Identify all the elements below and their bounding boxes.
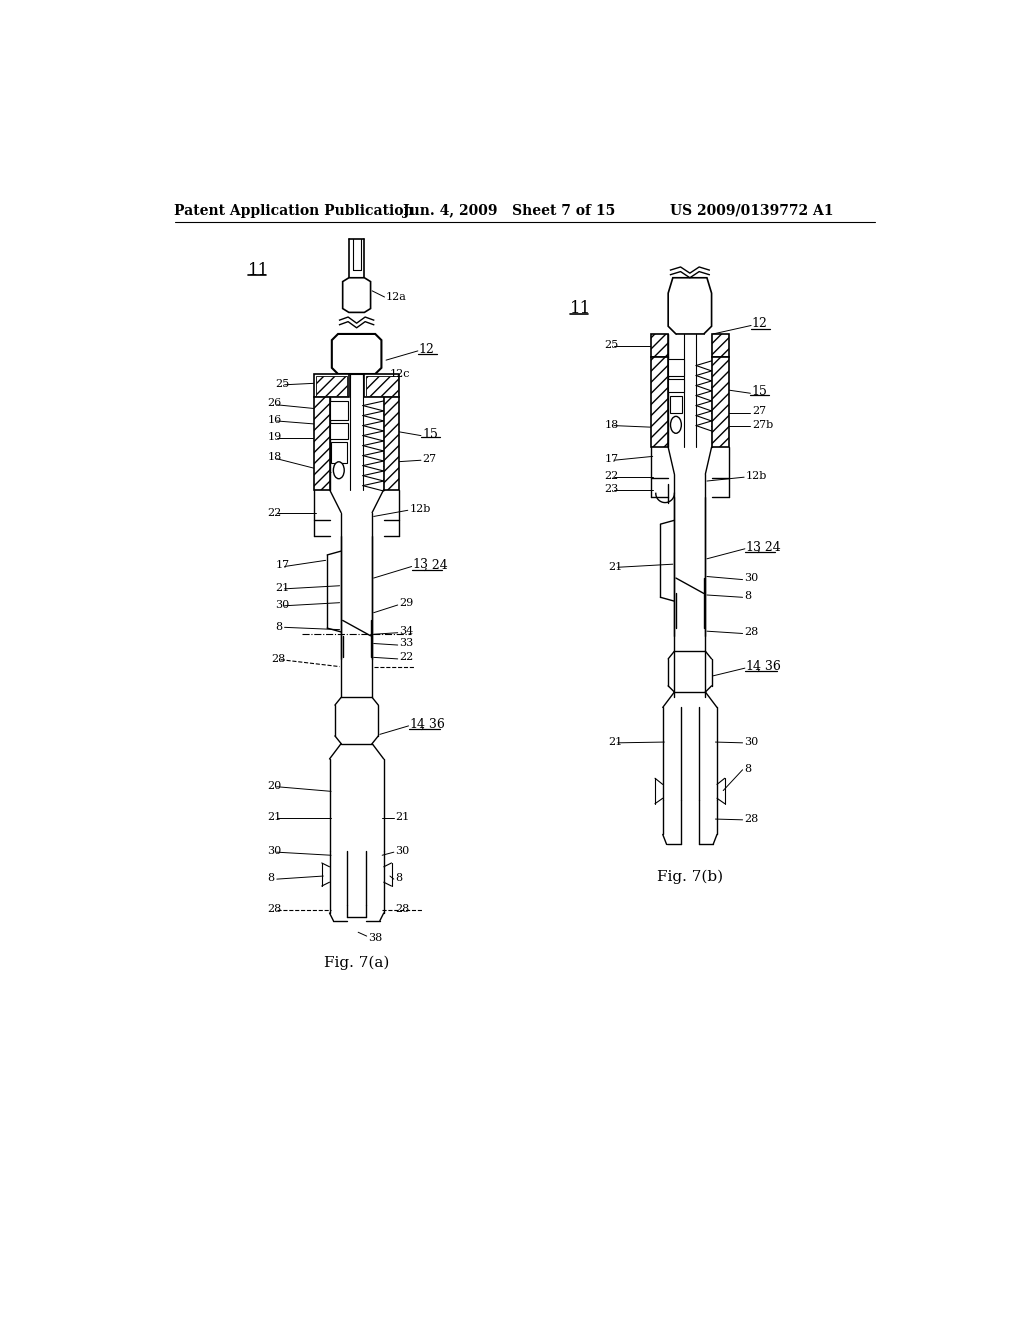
Text: US 2009/0139772 A1: US 2009/0139772 A1 — [671, 203, 834, 218]
Text: 26: 26 — [267, 399, 282, 408]
Bar — [669, 379, 684, 392]
Bar — [670, 396, 682, 412]
Text: 13: 13 — [413, 558, 428, 572]
Text: 19: 19 — [267, 432, 282, 442]
Bar — [651, 358, 669, 447]
Text: Patent Application Publication: Patent Application Publication — [174, 203, 414, 218]
Bar — [330, 401, 348, 420]
Polygon shape — [343, 277, 371, 313]
Bar — [384, 397, 399, 490]
Text: Fig. 7(b): Fig. 7(b) — [656, 870, 723, 884]
Text: 11: 11 — [569, 300, 591, 317]
Text: 38: 38 — [369, 933, 383, 942]
Bar — [366, 376, 397, 396]
Text: 14: 14 — [745, 660, 762, 673]
Text: 21: 21 — [267, 812, 282, 822]
Text: 28: 28 — [267, 904, 282, 915]
Text: 8: 8 — [395, 874, 402, 883]
Text: 15: 15 — [423, 428, 438, 441]
Text: 8: 8 — [744, 591, 752, 601]
Text: 25: 25 — [275, 379, 290, 389]
Text: 8: 8 — [744, 764, 752, 774]
Text: 28: 28 — [395, 904, 410, 915]
Text: 28: 28 — [744, 814, 759, 824]
Text: 22: 22 — [267, 508, 282, 517]
Bar — [365, 374, 399, 397]
Text: 27: 27 — [423, 454, 436, 463]
Bar — [712, 334, 729, 358]
Text: 11: 11 — [248, 261, 269, 279]
Bar — [651, 334, 669, 358]
Text: 28: 28 — [744, 627, 759, 638]
Text: 28: 28 — [271, 653, 286, 664]
Text: 30: 30 — [395, 846, 410, 857]
Polygon shape — [669, 277, 712, 334]
Text: 30: 30 — [275, 601, 290, 610]
Text: , 36: , 36 — [421, 718, 444, 731]
Text: 27b: 27b — [752, 420, 773, 430]
Text: 22: 22 — [399, 652, 414, 663]
Text: 12: 12 — [752, 317, 768, 330]
Text: 12b: 12b — [410, 504, 431, 513]
Bar — [712, 358, 729, 447]
Text: 23: 23 — [604, 484, 618, 495]
Bar — [669, 359, 684, 376]
Text: 8: 8 — [275, 622, 283, 631]
Ellipse shape — [671, 416, 681, 433]
Text: 29: 29 — [399, 598, 414, 609]
Bar — [331, 442, 346, 463]
Text: 17: 17 — [275, 560, 290, 570]
Text: 8: 8 — [267, 874, 274, 883]
Text: 27: 27 — [752, 407, 766, 416]
Text: Fig. 7(a): Fig. 7(a) — [324, 956, 389, 970]
Text: 17: 17 — [604, 454, 618, 463]
Text: 30: 30 — [744, 737, 759, 747]
Bar — [315, 376, 347, 396]
Text: 18: 18 — [604, 420, 618, 430]
Text: 14: 14 — [410, 718, 425, 731]
Text: 16: 16 — [267, 416, 282, 425]
Text: 20: 20 — [267, 781, 282, 791]
Text: 34: 34 — [399, 626, 414, 636]
Text: 12b: 12b — [745, 471, 767, 482]
Text: 25: 25 — [604, 339, 618, 350]
Bar — [314, 397, 330, 490]
Text: 21: 21 — [608, 561, 623, 572]
Text: 21: 21 — [275, 583, 290, 593]
Text: 21: 21 — [395, 812, 410, 822]
Bar — [314, 374, 349, 397]
Ellipse shape — [334, 462, 344, 479]
Text: , 24: , 24 — [424, 558, 447, 572]
Text: 13: 13 — [745, 541, 762, 554]
Text: 22: 22 — [604, 471, 618, 482]
Text: 18: 18 — [267, 453, 282, 462]
Text: Jun. 4, 2009   Sheet 7 of 15: Jun. 4, 2009 Sheet 7 of 15 — [403, 203, 615, 218]
Text: 12: 12 — [419, 343, 434, 356]
Text: 15: 15 — [752, 385, 768, 399]
Text: 30: 30 — [267, 846, 282, 857]
Polygon shape — [332, 334, 381, 374]
Text: , 24: , 24 — [758, 541, 781, 554]
Text: 33: 33 — [399, 639, 414, 648]
Bar — [330, 422, 348, 440]
Text: 12a: 12a — [386, 292, 407, 302]
Text: 30: 30 — [744, 573, 759, 583]
Text: 21: 21 — [608, 737, 623, 747]
Text: 12c: 12c — [389, 370, 410, 379]
Text: , 36: , 36 — [758, 660, 781, 673]
